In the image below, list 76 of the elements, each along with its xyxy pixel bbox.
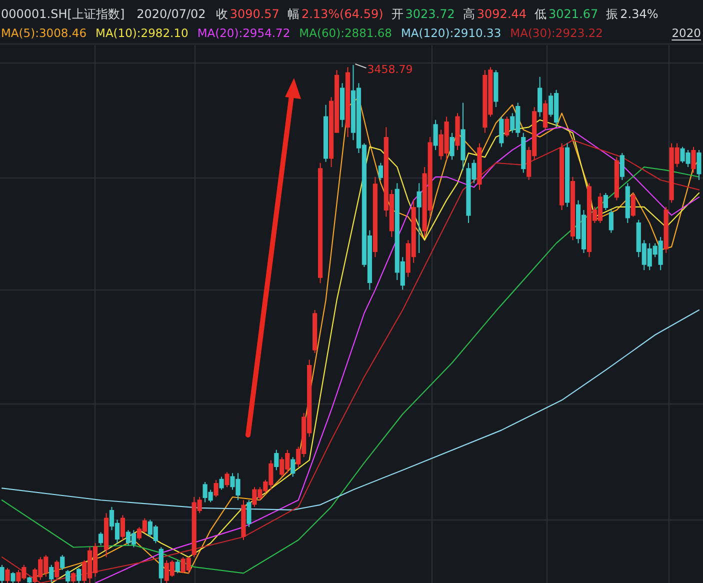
candlestick [521,132,526,174]
text: 振 [606,7,618,21]
candlestick [477,142,482,190]
candlestick [54,560,60,580]
candlestick [71,572,76,583]
text: MA(20):2954.72 [197,26,290,40]
candlestick [158,546,164,583]
candlestick [5,567,10,583]
text: MA(10):2982.10 [96,26,188,40]
candlestick [104,512,109,558]
candlestick [696,149,702,180]
candlestick [290,456,296,478]
candlestick [214,479,218,498]
candlestick [0,564,4,583]
candlestick [664,206,668,254]
candlestick [630,192,636,218]
text: MA(60):2881.68 [299,26,392,40]
candlestick [120,514,126,541]
candlestick [543,100,548,130]
candlestick [691,146,696,174]
text: 3090.57 [230,7,280,21]
candlestick [60,554,65,571]
candlestick [345,66,350,138]
text: 3021.67 [548,7,598,21]
text: MA(30):2923.22 [510,26,603,40]
annotation: 3458.79 [367,63,413,76]
annotation: 3458.79 [354,63,413,76]
text: 2.13%(64.59) [301,7,384,21]
text: 幅 [287,7,300,21]
text: 开 [391,7,404,21]
candlestick [433,119,438,150]
candlestick [241,500,246,541]
candlestick [570,176,576,241]
candlestick [98,532,104,546]
text: 2020 [672,26,701,40]
text: 收 [216,7,228,21]
candlestick [603,192,608,211]
candlestick [504,116,510,138]
candlestick [608,210,614,234]
candlestick [76,567,82,583]
candlestick [274,449,279,471]
candlestick [538,76,542,118]
text: 低 [534,7,547,21]
candlestick [494,70,498,108]
text: 高 [462,7,475,21]
text: 2.34% [620,7,658,21]
candlestick [499,116,504,148]
candlestick [460,102,466,171]
candlestick [378,162,383,180]
text: 3023.72 [405,7,455,21]
candlestick [66,570,70,583]
candlestick [372,176,378,258]
chart-subtitle: 2020/07/02 [136,7,206,21]
candlestick [324,104,328,162]
candlestick [246,500,252,528]
candlestick [340,82,345,128]
candlestick [224,472,230,488]
candlestick [450,132,454,160]
text: MA(5):3008.46 [1,26,87,40]
chart-title: 000001.SH[上证指数] [1,7,125,21]
candlestick [175,560,180,574]
text: 3092.44 [476,7,527,21]
candlestick [614,156,619,201]
candlestick [219,476,224,490]
candlestick [312,310,318,354]
text: MA(120):2910.33 [401,26,502,40]
candlestick [625,182,630,224]
candlestick [10,572,16,583]
candlestick [27,576,32,583]
candlestick [416,182,422,254]
candlestick [560,142,564,211]
candlestick [318,162,323,284]
candlestick [49,564,54,582]
candlestick [620,152,624,180]
candlestick [564,142,570,208]
candlestick [455,112,460,150]
